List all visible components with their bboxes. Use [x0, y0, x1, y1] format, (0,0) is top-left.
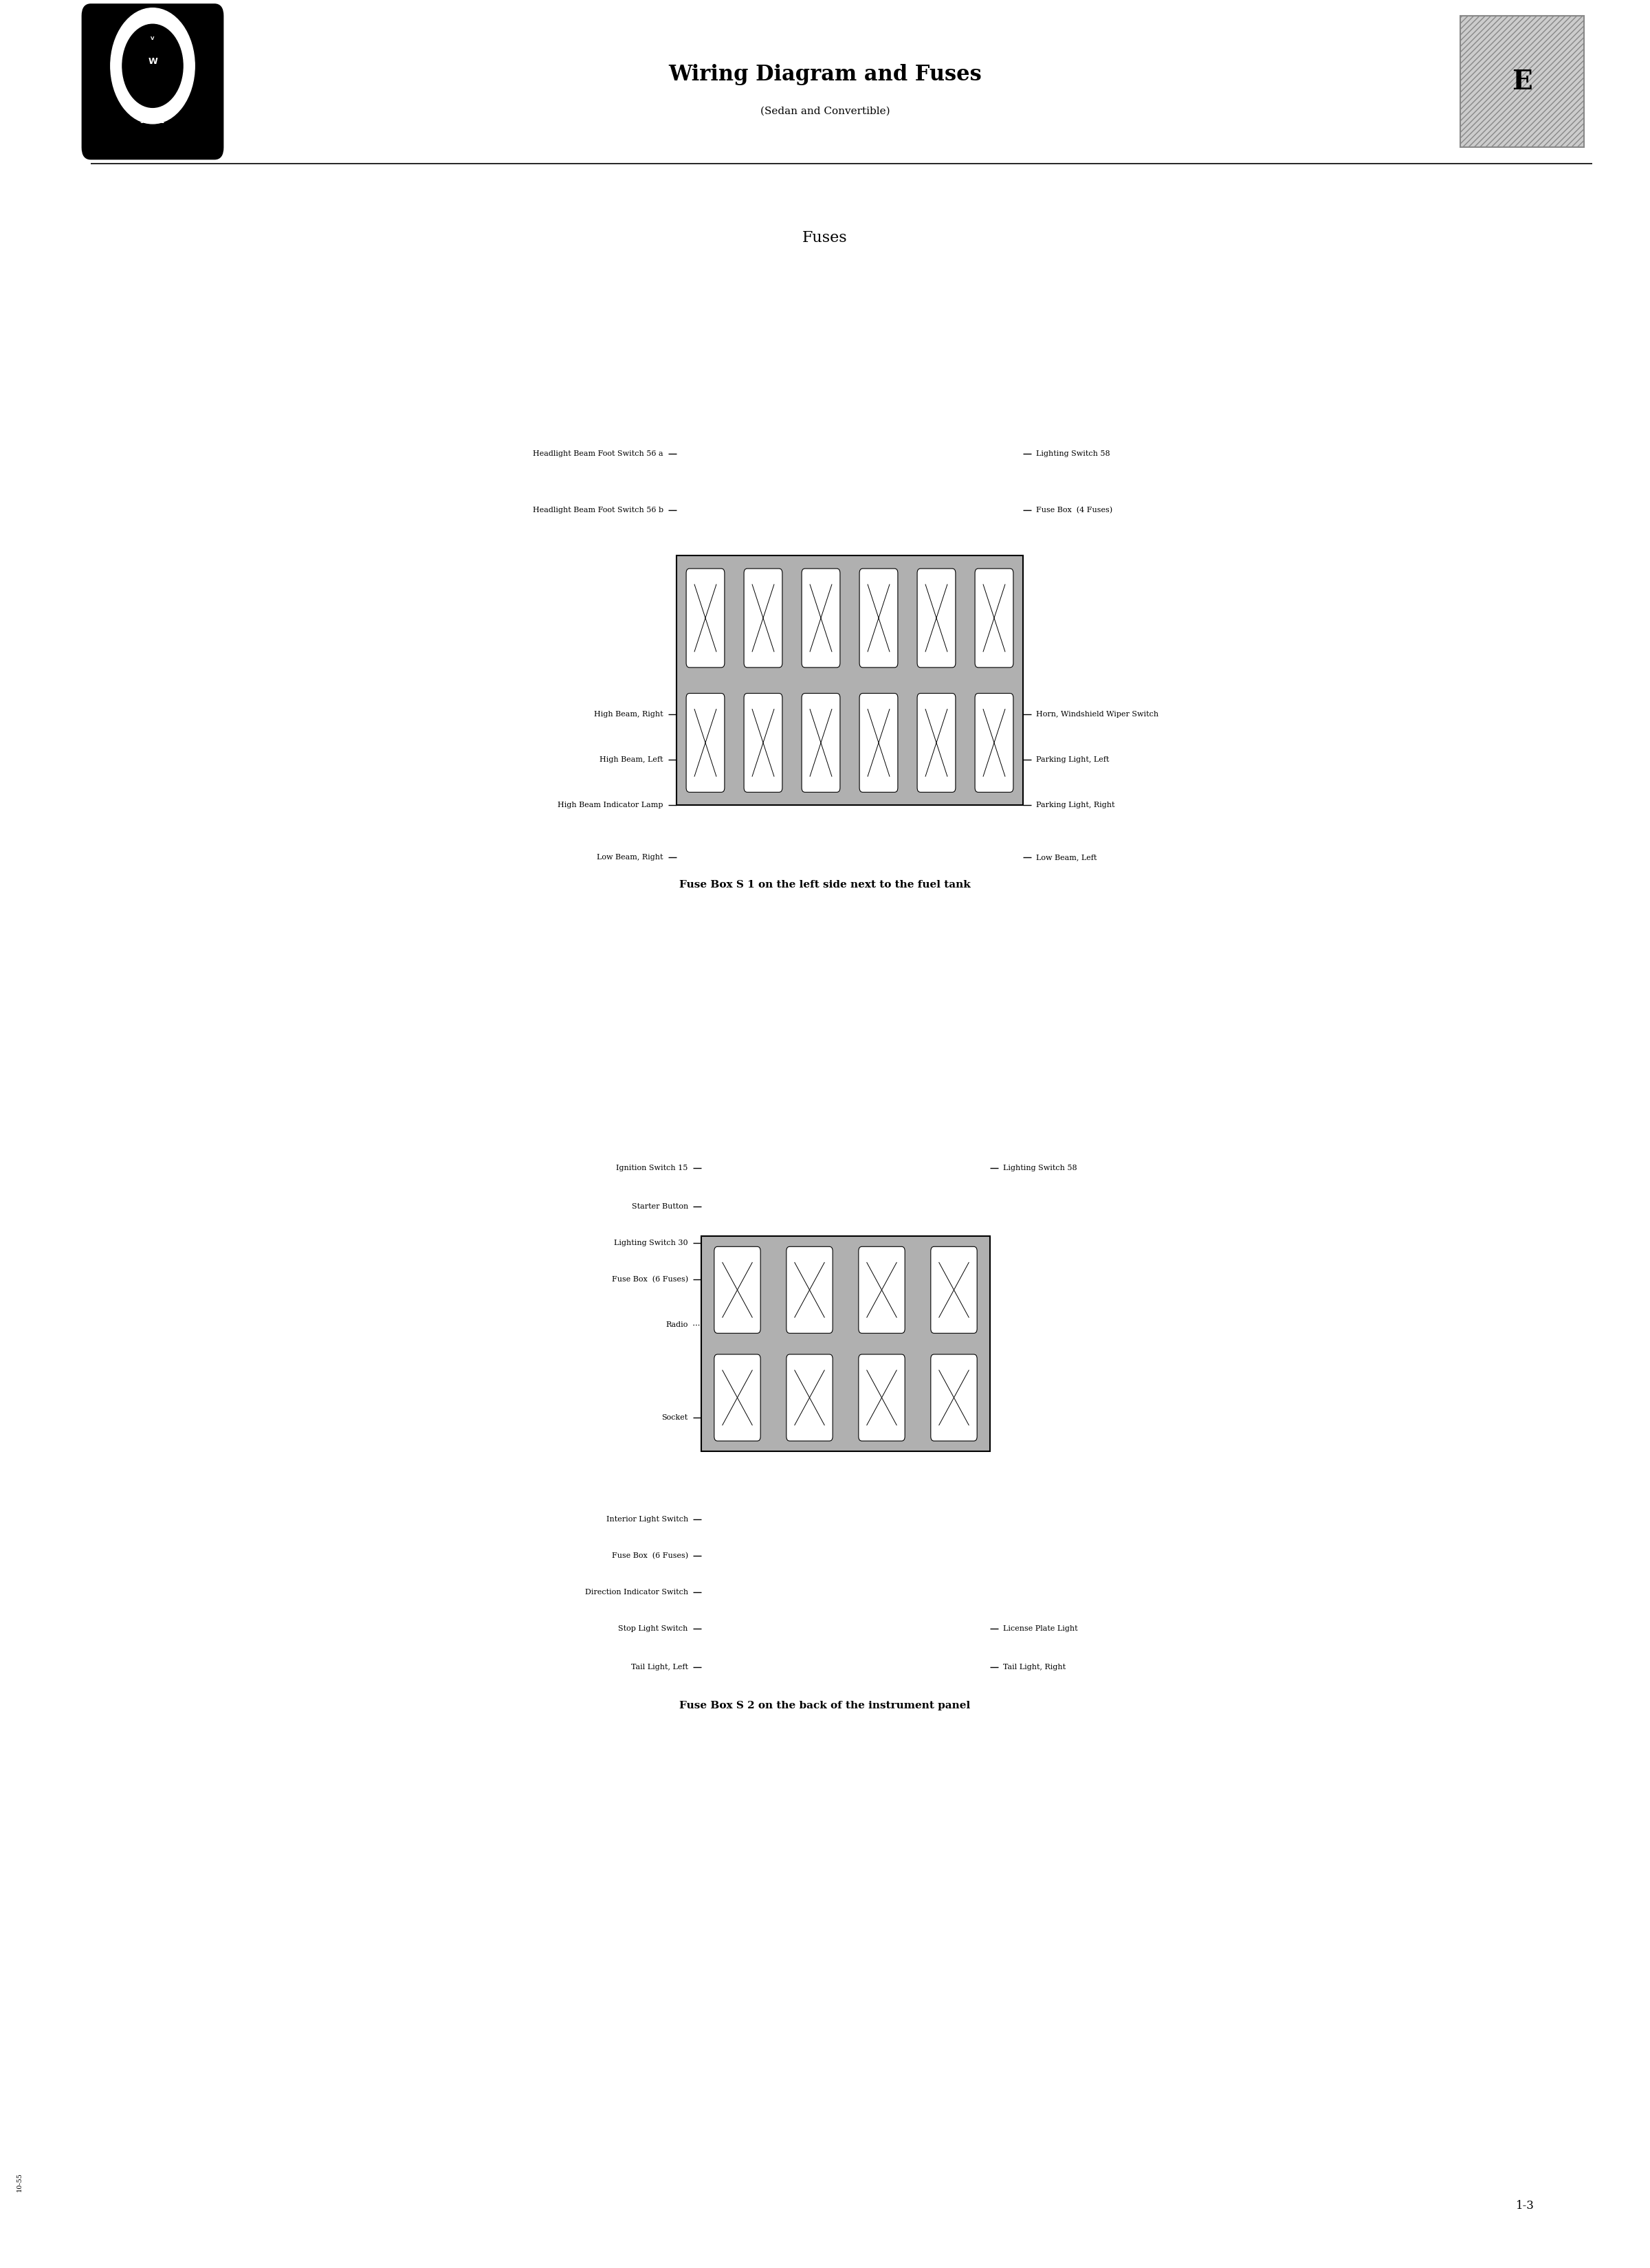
FancyBboxPatch shape [858, 1247, 904, 1334]
FancyBboxPatch shape [858, 1354, 904, 1440]
Text: High Beam, Left: High Beam, Left [599, 755, 663, 764]
Text: Headlight Beam Foot Switch 56 b: Headlight Beam Foot Switch 56 b [533, 506, 663, 515]
Text: Parking Light, Right: Parking Light, Right [1036, 801, 1115, 810]
Text: Fuse Box S 1 on the left side next to the fuel tank: Fuse Box S 1 on the left side next to th… [680, 880, 970, 889]
Text: Horn, Windshield Wiper Switch: Horn, Windshield Wiper Switch [1036, 710, 1158, 719]
Bar [676, 556, 1023, 805]
Text: 1-3: 1-3 [1516, 2200, 1534, 2211]
Text: Fuse Box  (4 Fuses): Fuse Box (4 Fuses) [1036, 506, 1112, 515]
Text: E: E [1511, 68, 1533, 95]
FancyBboxPatch shape [931, 1247, 977, 1334]
Text: Fuse Box  (6 Fuses): Fuse Box (6 Fuses) [612, 1551, 688, 1560]
Text: Fuse Box  (6 Fuses): Fuse Box (6 Fuses) [612, 1275, 688, 1284]
FancyBboxPatch shape [82, 5, 223, 159]
Text: Tail Light, Left: Tail Light, Left [630, 1662, 688, 1672]
Bar [701, 1236, 990, 1452]
Text: Headlight Beam Foot Switch 56 a: Headlight Beam Foot Switch 56 a [533, 449, 663, 458]
FancyBboxPatch shape [975, 694, 1013, 792]
Text: Wiring Diagram and Fuses: Wiring Diagram and Fuses [668, 64, 982, 86]
FancyBboxPatch shape [1460, 16, 1584, 147]
Text: Socket: Socket [662, 1413, 688, 1422]
FancyBboxPatch shape [744, 694, 782, 792]
Text: (Sedan and Convertible): (Sedan and Convertible) [761, 107, 889, 116]
Text: Starter Button: Starter Button [632, 1202, 688, 1211]
Text: Radio: Radio [667, 1320, 688, 1329]
FancyBboxPatch shape [802, 694, 840, 792]
FancyBboxPatch shape [975, 569, 1013, 667]
Text: Lighting Switch 58: Lighting Switch 58 [1003, 1163, 1077, 1173]
Text: Stop Light Switch: Stop Light Switch [619, 1624, 688, 1633]
Text: License Plate Light: License Plate Light [1003, 1624, 1077, 1633]
Text: V: V [150, 36, 155, 41]
Text: Parking Light, Left: Parking Light, Left [1036, 755, 1109, 764]
FancyBboxPatch shape [744, 569, 782, 667]
Text: Lighting Switch 58: Lighting Switch 58 [1036, 449, 1110, 458]
FancyBboxPatch shape [787, 1247, 833, 1334]
FancyBboxPatch shape [714, 1354, 761, 1440]
FancyBboxPatch shape [860, 694, 898, 792]
Text: 10-55: 10-55 [16, 2173, 23, 2191]
FancyBboxPatch shape [860, 569, 898, 667]
Text: W: W [148, 57, 157, 66]
FancyBboxPatch shape [686, 694, 724, 792]
Circle shape [111, 9, 195, 125]
Text: Direction Indicator Switch: Direction Indicator Switch [584, 1588, 688, 1597]
FancyBboxPatch shape [787, 1354, 833, 1440]
Text: SERVICE: SERVICE [140, 118, 165, 125]
Text: Interior Light Switch: Interior Light Switch [606, 1515, 688, 1524]
FancyBboxPatch shape [714, 1247, 761, 1334]
Text: Low Beam, Right: Low Beam, Right [597, 853, 663, 862]
Text: High Beam Indicator Lamp: High Beam Indicator Lamp [558, 801, 663, 810]
Text: Fuses: Fuses [802, 231, 848, 245]
Circle shape [122, 25, 183, 107]
FancyBboxPatch shape [917, 569, 955, 667]
Text: Fuse Box S 2 on the back of the instrument panel: Fuse Box S 2 on the back of the instrume… [680, 1701, 970, 1710]
FancyBboxPatch shape [917, 694, 955, 792]
FancyBboxPatch shape [686, 569, 724, 667]
Text: Tail Light, Right: Tail Light, Right [1003, 1662, 1066, 1672]
Text: Low Beam, Left: Low Beam, Left [1036, 853, 1097, 862]
Text: Ignition Switch 15: Ignition Switch 15 [617, 1163, 688, 1173]
Text: High Beam, Right: High Beam, Right [594, 710, 663, 719]
FancyBboxPatch shape [802, 569, 840, 667]
FancyBboxPatch shape [931, 1354, 977, 1440]
Text: Lighting Switch 30: Lighting Switch 30 [614, 1238, 688, 1247]
